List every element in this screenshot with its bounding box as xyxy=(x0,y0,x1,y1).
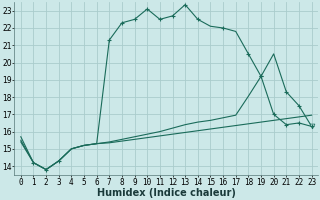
X-axis label: Humidex (Indice chaleur): Humidex (Indice chaleur) xyxy=(97,188,236,198)
